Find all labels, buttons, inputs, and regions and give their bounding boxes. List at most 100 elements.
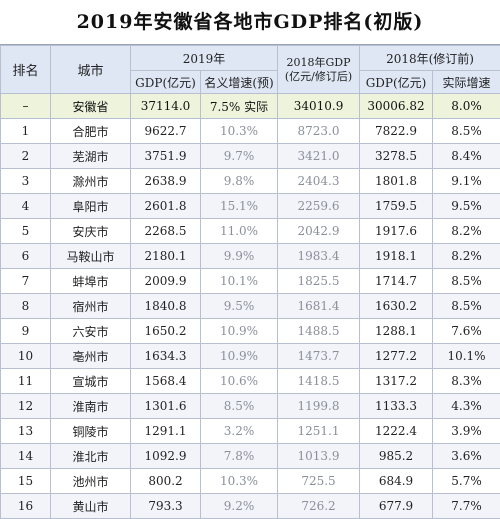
row-growth-2019: 3.2% — [201, 419, 278, 444]
row-rank: 10 — [1, 344, 51, 369]
row-city: 芜湖市 — [51, 144, 131, 169]
province-growth-2018-original: 8.0% — [433, 94, 500, 119]
row-growth-2018-original: 4.3% — [433, 394, 500, 419]
row-gdp-2018-revised: 1473.7 — [278, 344, 360, 369]
row-growth-2018-original: 8.4% — [433, 144, 500, 169]
row-rank: 2 — [1, 144, 51, 169]
row-gdp-2019: 1092.9 — [131, 444, 201, 469]
row-gdp-2019: 1291.1 — [131, 419, 201, 444]
table-header: 排名 城市 2019年 2018年GDP (亿元/修订后) 2018年(修订前)… — [1, 46, 500, 94]
row-gdp-2018-revised: 1013.9 — [278, 444, 360, 469]
province-rank: – — [1, 94, 51, 119]
row-gdp-2018-revised: 726.2 — [278, 494, 360, 519]
row-city: 淮南市 — [51, 394, 131, 419]
row-gdp-2019: 1568.4 — [131, 369, 201, 394]
header-city: 城市 — [51, 46, 131, 94]
row-gdp-2018-revised: 2042.9 — [278, 219, 360, 244]
header-gdp-2018-revised-line2: (亿元/修订后) — [278, 70, 359, 84]
row-rank: 11 — [1, 369, 51, 394]
row-rank: 14 — [1, 444, 51, 469]
row-city: 阜阳市 — [51, 194, 131, 219]
table-title: 2019年安徽省各地市GDP排名(初版) — [0, 0, 500, 45]
row-gdp-2019: 2601.8 — [131, 194, 201, 219]
row-gdp-2018-revised: 1681.4 — [278, 294, 360, 319]
row-rank: 7 — [1, 269, 51, 294]
row-gdp-2018-original: 1759.5 — [360, 194, 433, 219]
row-growth-2019: 11.0% — [201, 219, 278, 244]
row-growth-2019: 9.8% — [201, 169, 278, 194]
row-growth-2019: 8.5% — [201, 394, 278, 419]
row-gdp-2019: 1301.6 — [131, 394, 201, 419]
row-gdp-2018-original: 1277.2 — [360, 344, 433, 369]
row-growth-2019: 9.9% — [201, 244, 278, 269]
row-city: 亳州市 — [51, 344, 131, 369]
row-city: 马鞍山市 — [51, 244, 131, 269]
header-gdp-2018-revised: 2018年GDP (亿元/修订后) — [278, 46, 360, 94]
header-gdp-2018-original: GDP(亿元) — [360, 71, 433, 94]
row-growth-2019: 10.3% — [201, 119, 278, 144]
province-growth-2019: 7.5% 实际 — [201, 94, 278, 119]
row-growth-2019: 10.9% — [201, 344, 278, 369]
row-growth-2018-original: 9.5% — [433, 194, 500, 219]
row-growth-2018-original: 8.3% — [433, 369, 500, 394]
row-growth-2019: 10.9% — [201, 319, 278, 344]
row-gdp-2019: 1634.3 — [131, 344, 201, 369]
gdp-table: 排名 城市 2019年 2018年GDP (亿元/修订后) 2018年(修订前)… — [0, 45, 500, 519]
row-gdp-2018-revised: 1199.8 — [278, 394, 360, 419]
row-city: 合肥市 — [51, 119, 131, 144]
row-rank: 6 — [1, 244, 51, 269]
row-growth-2018-original: 3.6% — [433, 444, 500, 469]
province-name: 安徽省 — [51, 94, 131, 119]
row-gdp-2018-original: 1222.4 — [360, 419, 433, 444]
row-city: 六安市 — [51, 319, 131, 344]
row-growth-2018-original: 9.1% — [433, 169, 500, 194]
row-rank: 12 — [1, 394, 51, 419]
row-gdp-2018-original: 1133.3 — [360, 394, 433, 419]
header-rank: 排名 — [1, 46, 51, 94]
row-city: 淮北市 — [51, 444, 131, 469]
row-growth-2019: 9.7% — [201, 144, 278, 169]
header-growth-2018-original: 实际增速 — [433, 71, 500, 94]
header-group-2019: 2019年 — [131, 46, 278, 71]
row-city: 滁州市 — [51, 169, 131, 194]
province-row: – 安徽省 37114.0 7.5% 实际 34010.9 30006.82 8… — [1, 94, 500, 119]
row-gdp-2019: 3751.9 — [131, 144, 201, 169]
row-city: 蚌埠市 — [51, 269, 131, 294]
row-rank: 9 — [1, 319, 51, 344]
row-gdp-2019: 1840.8 — [131, 294, 201, 319]
gdp-ranking-sheet: 2019年安徽省各地市GDP排名(初版) 排名 城市 2019年 2018年GD… — [0, 0, 500, 490]
row-city: 安庆市 — [51, 219, 131, 244]
row-city: 铜陵市 — [51, 419, 131, 444]
row-rank: 8 — [1, 294, 51, 319]
row-gdp-2019: 2009.9 — [131, 269, 201, 294]
row-city: 黄山市 — [51, 494, 131, 519]
row-gdp-2019: 2180.1 — [131, 244, 201, 269]
row-gdp-2018-revised: 1251.1 — [278, 419, 360, 444]
row-gdp-2018-original: 677.9 — [360, 494, 433, 519]
row-gdp-2018-original: 1630.2 — [360, 294, 433, 319]
row-growth-2018-original: 8.5% — [433, 119, 500, 144]
table-body: – 安徽省 37114.0 7.5% 实际 34010.9 30006.82 8… — [1, 94, 500, 519]
row-gdp-2018-revised: 1418.5 — [278, 369, 360, 394]
row-gdp-2018-original: 1288.1 — [360, 319, 433, 344]
row-gdp-2018-revised: 8723.0 — [278, 119, 360, 144]
row-gdp-2018-revised: 1488.5 — [278, 319, 360, 344]
row-growth-2018-original: 7.6% — [433, 319, 500, 344]
header-group-2018-original: 2018年(修订前) — [360, 46, 500, 71]
row-rank: 13 — [1, 419, 51, 444]
row-gdp-2018-original: 1317.2 — [360, 369, 433, 394]
province-gdp-2018-original: 30006.82 — [360, 94, 433, 119]
row-growth-2018-original: 7.7% — [433, 494, 500, 519]
row-gdp-2018-revised: 1825.5 — [278, 269, 360, 294]
row-city: 宣城市 — [51, 369, 131, 394]
